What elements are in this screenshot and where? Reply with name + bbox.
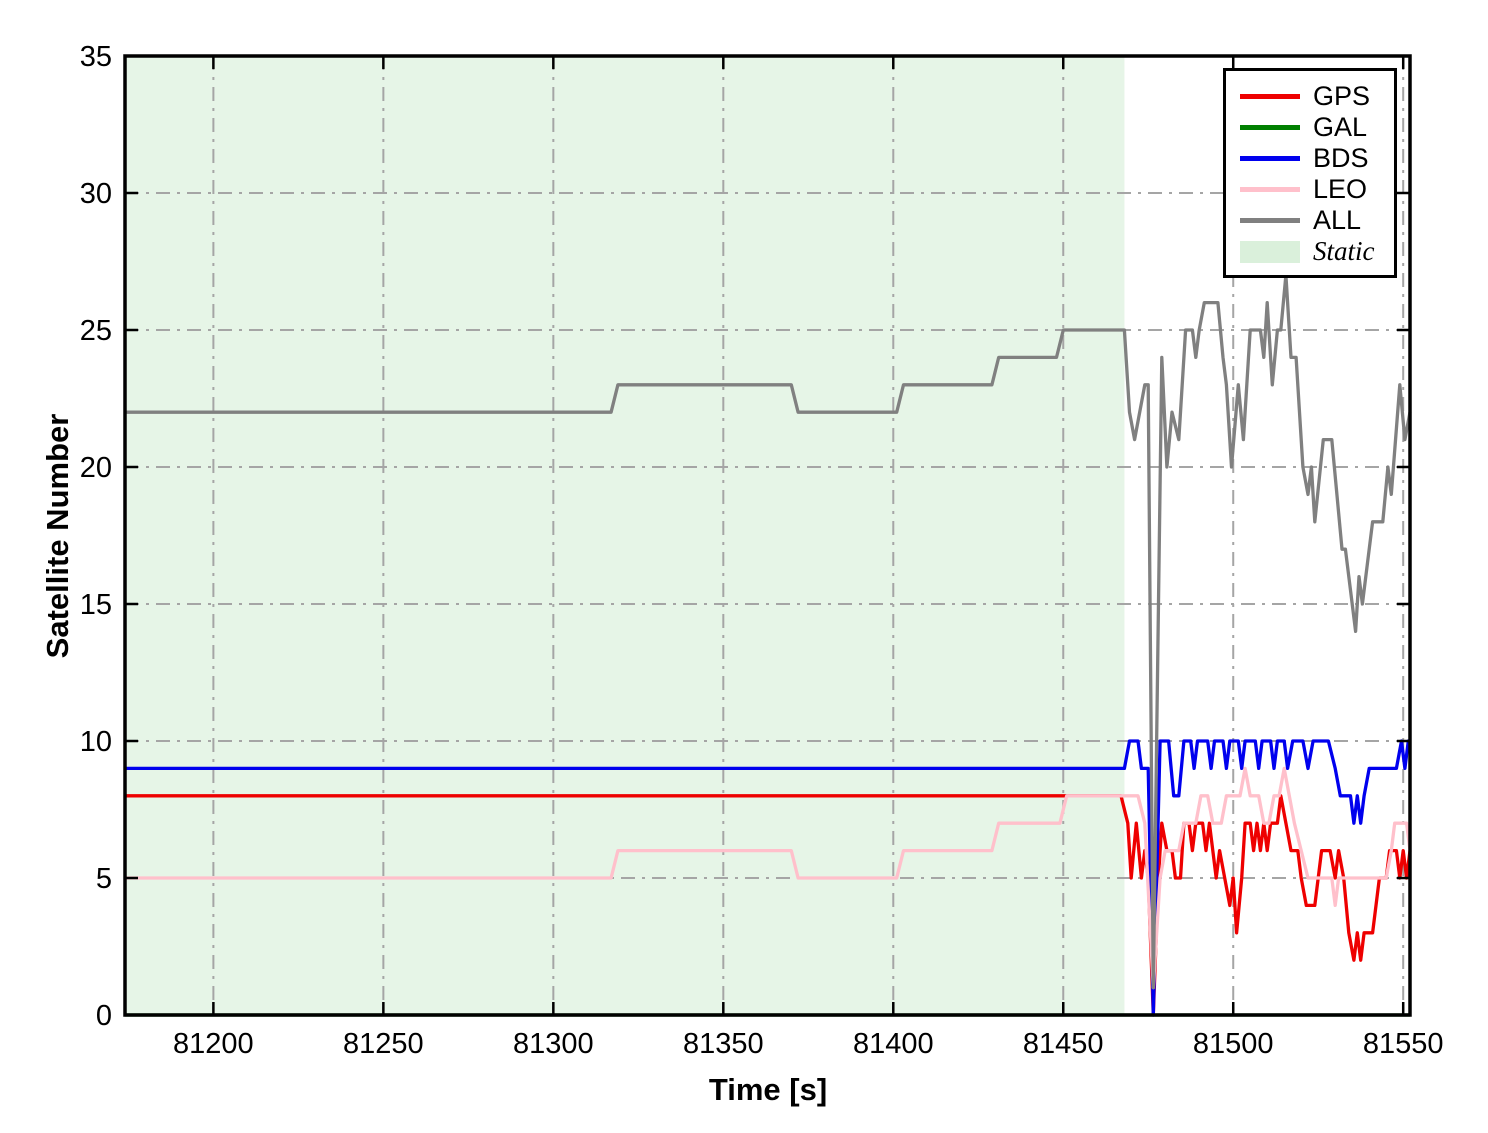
y-tick-label: 30 [80, 178, 112, 210]
legend-item-bds: BDS [1240, 143, 1388, 174]
y-tick-label: 5 [96, 863, 112, 895]
series-line-leo [125, 766, 1412, 990]
series-line-bds [125, 739, 1410, 1017]
y-tick-label: 25 [80, 315, 112, 347]
x-tick-label: 81350 [683, 1028, 764, 1060]
legend-swatch-static [1240, 240, 1300, 263]
x-tick-label: 81500 [1193, 1028, 1274, 1060]
series-line-gps [125, 794, 1412, 1017]
legend-label-bds: BDS [1313, 143, 1369, 173]
y-tick-label: 35 [80, 41, 112, 73]
legend-line-all [1240, 218, 1300, 223]
x-tick-label: 81200 [173, 1028, 254, 1060]
legend-line-bds [1240, 156, 1300, 161]
legend-line-gal [1240, 125, 1300, 130]
legend-label-gps: GPS [1313, 81, 1371, 111]
legend-label-gal: GAL [1313, 112, 1368, 142]
x-tick-label: 81300 [513, 1028, 594, 1060]
static-region [125, 56, 1125, 1015]
y-tick-label: 20 [80, 452, 112, 484]
legend-label-static: Static [1313, 236, 1375, 266]
legend-item-gps: GPS [1240, 81, 1388, 112]
x-tick-label: 81550 [1363, 1028, 1444, 1060]
x-tick-label: 81450 [1023, 1028, 1104, 1060]
legend: GPS GAL BDS LEO ALL Static [1223, 68, 1397, 278]
legend-label-all: ALL [1313, 205, 1362, 235]
plot-border [123, 54, 1412, 1017]
legend-item-static: Static [1240, 236, 1388, 267]
legend-line-gps [1240, 94, 1300, 99]
x-axis-label: Time [s] [708, 1072, 828, 1107]
x-tick-label: 81400 [853, 1028, 934, 1060]
legend-item-leo: LEO [1240, 174, 1388, 205]
y-tick-label: 10 [80, 726, 112, 758]
legend-item-all: ALL [1240, 205, 1388, 236]
y-tick-label: 15 [80, 589, 112, 621]
legend-label-leo: LEO [1313, 174, 1368, 204]
x-tick-label: 81250 [343, 1028, 424, 1060]
y-axis-label: Satellite Number [40, 413, 75, 659]
legend-line-leo [1240, 187, 1300, 192]
legend-item-gal: GAL [1240, 112, 1388, 143]
y-tick-label: 0 [96, 1000, 112, 1032]
series-line-all [125, 273, 1412, 990]
